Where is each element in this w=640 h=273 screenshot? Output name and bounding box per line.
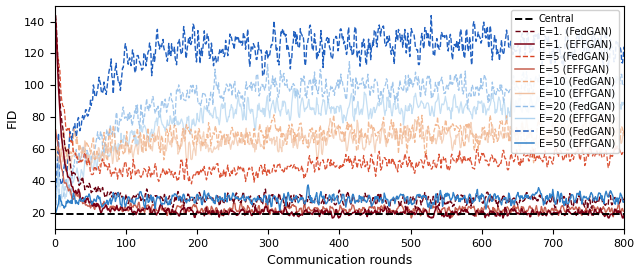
Y-axis label: FID: FID [6,107,19,127]
Legend: Central, E=1. (FedGAN), E=1. (EFFGAN), E=5 (FedGAN), E=5 (EFFGAN), E=10 (FedGAN): Central, E=1. (FedGAN), E=1. (EFFGAN), E… [511,10,619,153]
X-axis label: Communication rounds: Communication rounds [267,254,412,268]
